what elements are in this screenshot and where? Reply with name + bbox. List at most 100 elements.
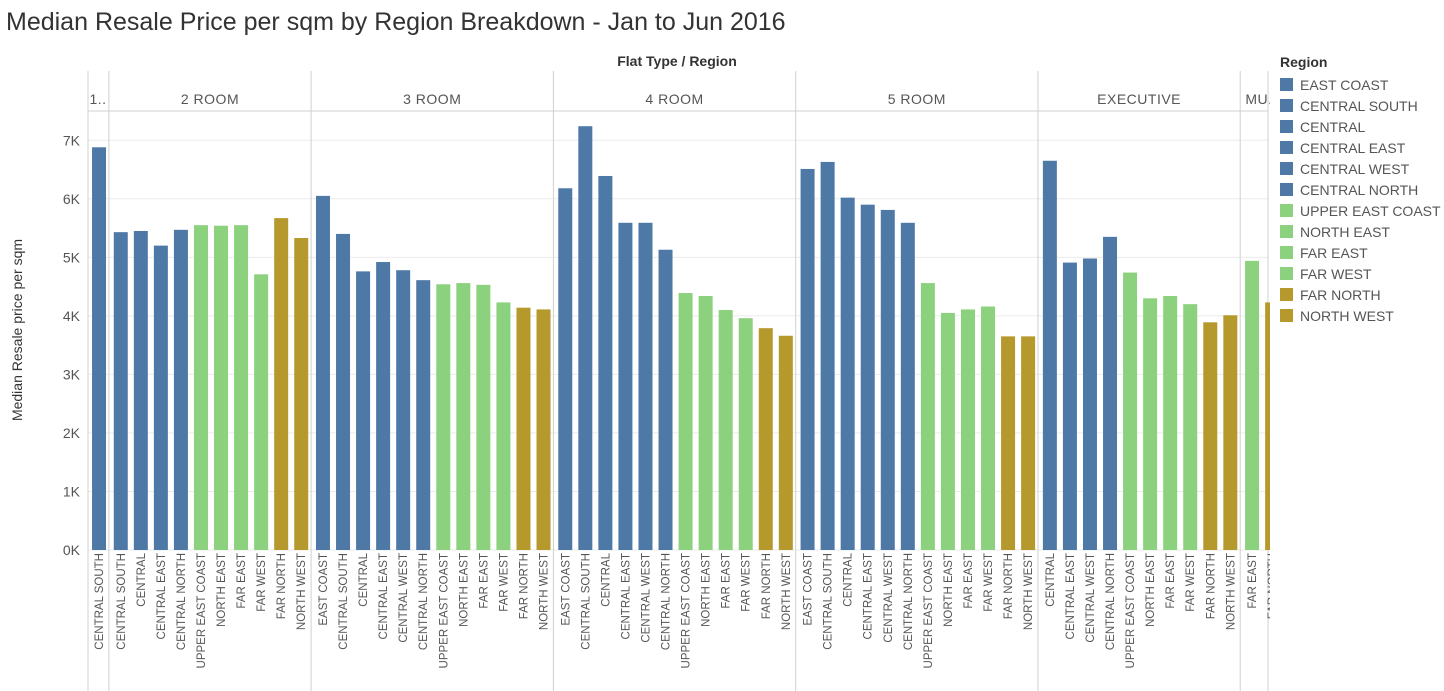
bar: [234, 225, 249, 550]
x-tick-label: EAST COAST: [318, 553, 330, 626]
bar: [456, 283, 471, 550]
x-tick-label: UPPER EAST COAST: [1125, 553, 1137, 668]
x-tick-label: FAR NORTH: [518, 553, 530, 619]
legend-swatch: [1280, 78, 1293, 91]
bar: [981, 306, 996, 550]
legend-item[interactable]: NORTH WEST: [1280, 305, 1444, 326]
x-tick-label: CENTRAL NORTH: [1105, 553, 1117, 650]
panel-label: 4 ROOM: [645, 91, 703, 107]
bar: [536, 309, 551, 550]
legend-item[interactable]: FAR EAST: [1280, 242, 1444, 263]
legend-label: FAR WEST: [1300, 265, 1372, 282]
x-header-label: Flat Type / Region: [617, 53, 737, 69]
x-tick-label: CENTRAL EAST: [620, 553, 632, 639]
bar-chart: Flat Type / Region 0K 1K 2K 3K 4K 5K 6K 7K Median…: [9, 53, 1270, 691]
legend-item[interactable]: CENTRAL NORTH: [1280, 179, 1444, 200]
legend-item[interactable]: CENTRAL: [1280, 116, 1444, 137]
bar: [356, 271, 371, 550]
x-tick-label: CENTRAL WEST: [398, 553, 410, 643]
legend-item[interactable]: CENTRAL EAST: [1280, 137, 1444, 158]
legend-item[interactable]: UPPER EAST COAST: [1280, 200, 1444, 221]
bar: [678, 293, 693, 550]
bar: [274, 218, 289, 550]
legend-label: UPPER EAST COAST: [1300, 202, 1441, 219]
x-tick-label: FAR WEST: [983, 553, 995, 612]
bar: [436, 284, 451, 550]
bar: [578, 126, 593, 551]
x-tick-label: CENTRAL: [843, 552, 855, 606]
bar: [496, 302, 511, 550]
legend-label: CENTRAL NORTH: [1300, 181, 1419, 198]
x-tick-label: CENTRAL: [358, 552, 370, 606]
bar: [113, 232, 128, 550]
panel-label: EXECUTIVE: [1097, 91, 1181, 107]
x-tick-label: FAR NORTH: [1205, 553, 1217, 619]
bar: [758, 328, 773, 550]
x-tick-label: UPPER EAST COAST: [681, 553, 693, 668]
x-tick-label: CENTRAL SOUTH: [580, 553, 592, 650]
legend-swatch: [1280, 99, 1293, 112]
x-tick-label: CENTRAL WEST: [1085, 553, 1097, 643]
x-tick-label: CENTRAL SOUTH: [116, 553, 128, 650]
legend-label: CENTRAL WEST: [1300, 160, 1410, 177]
bar: [476, 284, 491, 550]
bar: [718, 310, 733, 550]
bar: [193, 225, 208, 550]
bar: [598, 175, 613, 551]
x-tick-label: NORTH EAST: [216, 553, 228, 627]
x-tick-label: CENTRAL NORTH: [903, 553, 915, 650]
bar: [92, 147, 107, 551]
bar: [1123, 272, 1138, 550]
x-tick-label: EAST COAST: [803, 553, 815, 626]
bar: [558, 188, 573, 550]
legend-item[interactable]: NORTH EAST: [1280, 221, 1444, 242]
y-tick-label: 2K: [63, 425, 81, 441]
y-tick-label: 1K: [63, 483, 81, 499]
panel-label: MU..: [1245, 91, 1270, 107]
x-tick-label: FAR NORTH: [276, 553, 288, 619]
legend-label: FAR EAST: [1300, 244, 1368, 261]
legend-label: NORTH WEST: [1300, 307, 1394, 324]
legend-items: EAST COAST CENTRAL SOUTH CENTRAL CENTRAL EA…: [1280, 74, 1444, 326]
legend-item[interactable]: EAST COAST: [1280, 74, 1444, 95]
bar: [778, 335, 793, 550]
legend-swatch: [1280, 225, 1293, 238]
x-tick-label: UPPER EAST COAST: [438, 553, 450, 668]
y-tick-label: 7K: [63, 132, 81, 148]
bar: [960, 309, 975, 550]
bar: [416, 280, 431, 550]
bar: [738, 318, 753, 550]
x-tick-label: NORTH WEST: [781, 553, 793, 630]
x-tick-label: FAR EAST: [1247, 553, 1259, 609]
bar: [940, 312, 955, 550]
y-tick-label: 3K: [63, 366, 81, 382]
bar: [315, 195, 330, 550]
bar: [1203, 322, 1218, 550]
bar: [820, 161, 835, 550]
x-tick-label: FAR EAST: [236, 553, 248, 609]
legend-item[interactable]: CENTRAL WEST: [1280, 158, 1444, 179]
bar: [698, 295, 713, 550]
legend-swatch: [1280, 183, 1293, 196]
bar: [516, 307, 531, 550]
bar: [133, 230, 148, 550]
bar: [1103, 236, 1118, 550]
legend-item[interactable]: FAR NORTH: [1280, 284, 1444, 305]
x-tick-label: NORTH EAST: [458, 553, 470, 627]
bar: [294, 238, 309, 550]
x-tick-label: FAR EAST: [1165, 553, 1177, 609]
x-tick-label: CENTRAL: [1045, 552, 1057, 606]
legend-item[interactable]: CENTRAL SOUTH: [1280, 95, 1444, 116]
x-tick-label: NORTH WEST: [1225, 553, 1237, 630]
x-tick-label: CENTRAL WEST: [883, 553, 895, 643]
legend-swatch: [1280, 309, 1293, 322]
panel-label: 3 ROOM: [403, 91, 461, 107]
chart-title: Median Resale Price per sqm by Region Br…: [6, 8, 786, 36]
legend: Region EAST COAST CENTRAL SOUTH CENTRAL CEN…: [1280, 54, 1444, 326]
bar: [638, 222, 653, 551]
x-tick-label: CENTRAL EAST: [378, 553, 390, 639]
x-tick-label: FAR WEST: [1185, 553, 1197, 612]
bar: [1021, 336, 1036, 550]
x-tick-label: CENTRAL NORTH: [661, 553, 673, 650]
legend-item[interactable]: FAR WEST: [1280, 263, 1444, 284]
